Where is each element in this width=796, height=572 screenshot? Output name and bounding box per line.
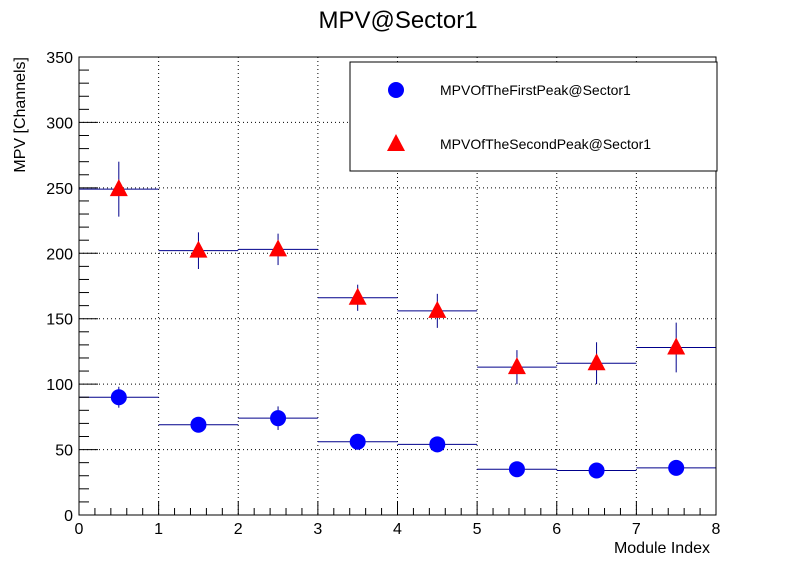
chart-title: MPV@Sector1 — [318, 7, 477, 34]
x-tick-label: 7 — [632, 521, 641, 538]
y-axis-label: MPV [Channels] — [12, 57, 29, 173]
x-tick-label: 5 — [473, 521, 482, 538]
first-peak-point — [110, 389, 127, 406]
second-peak-point — [507, 357, 526, 375]
axes: 0 1 2 3 4 5 6 7 8 0 50 100 150 200 250 300 350 — [46, 50, 720, 538]
second-peak-point — [348, 287, 367, 305]
second-peak-point — [428, 300, 447, 318]
first-peak-point — [668, 459, 685, 476]
y-tick-label: 350 — [46, 50, 73, 67]
y-tick-label: 50 — [55, 443, 73, 460]
x-tick-label: 6 — [552, 521, 561, 538]
legend-marker-second-peak — [387, 134, 405, 151]
second-peak-point — [109, 179, 128, 197]
y-tick-label: 0 — [64, 508, 73, 525]
data-marks — [109, 179, 686, 479]
legend-label: MPVOfTheFirstPeak@Sector1 — [440, 82, 631, 98]
x-tick-label: 2 — [234, 521, 243, 538]
first-peak-point — [429, 436, 446, 453]
y-tick-label: 300 — [46, 115, 73, 132]
second-peak-point — [189, 240, 208, 258]
x-tick-label: 3 — [313, 521, 322, 538]
first-peak-point — [508, 461, 525, 478]
legend: MPVOfTheFirstPeak@Sector1 MPVOfTheSecondP… — [349, 61, 718, 172]
y-tick-label: 100 — [46, 377, 73, 394]
first-peak-point — [588, 462, 605, 479]
second-peak-point — [587, 353, 606, 371]
bin-lines — [79, 161, 716, 475]
y-tick-label: 200 — [46, 246, 73, 263]
first-peak-point — [270, 410, 287, 427]
x-axis-label: Module Index — [614, 540, 710, 557]
x-tick-label: 8 — [712, 521, 721, 538]
y-tick-label: 250 — [46, 181, 73, 198]
x-tick-label: 1 — [154, 521, 163, 538]
second-peak-point — [667, 337, 686, 355]
x-tick-label: 4 — [393, 521, 402, 538]
y-tick-label: 150 — [46, 312, 73, 329]
first-peak-point — [349, 433, 366, 450]
legend-label: MPVOfTheSecondPeak@Sector1 — [440, 136, 651, 152]
first-peak-point — [190, 416, 207, 433]
second-peak-point — [269, 239, 288, 257]
x-tick-label: 0 — [75, 521, 84, 538]
legend-marker-first-peak — [388, 82, 404, 98]
legend-box — [349, 61, 718, 172]
